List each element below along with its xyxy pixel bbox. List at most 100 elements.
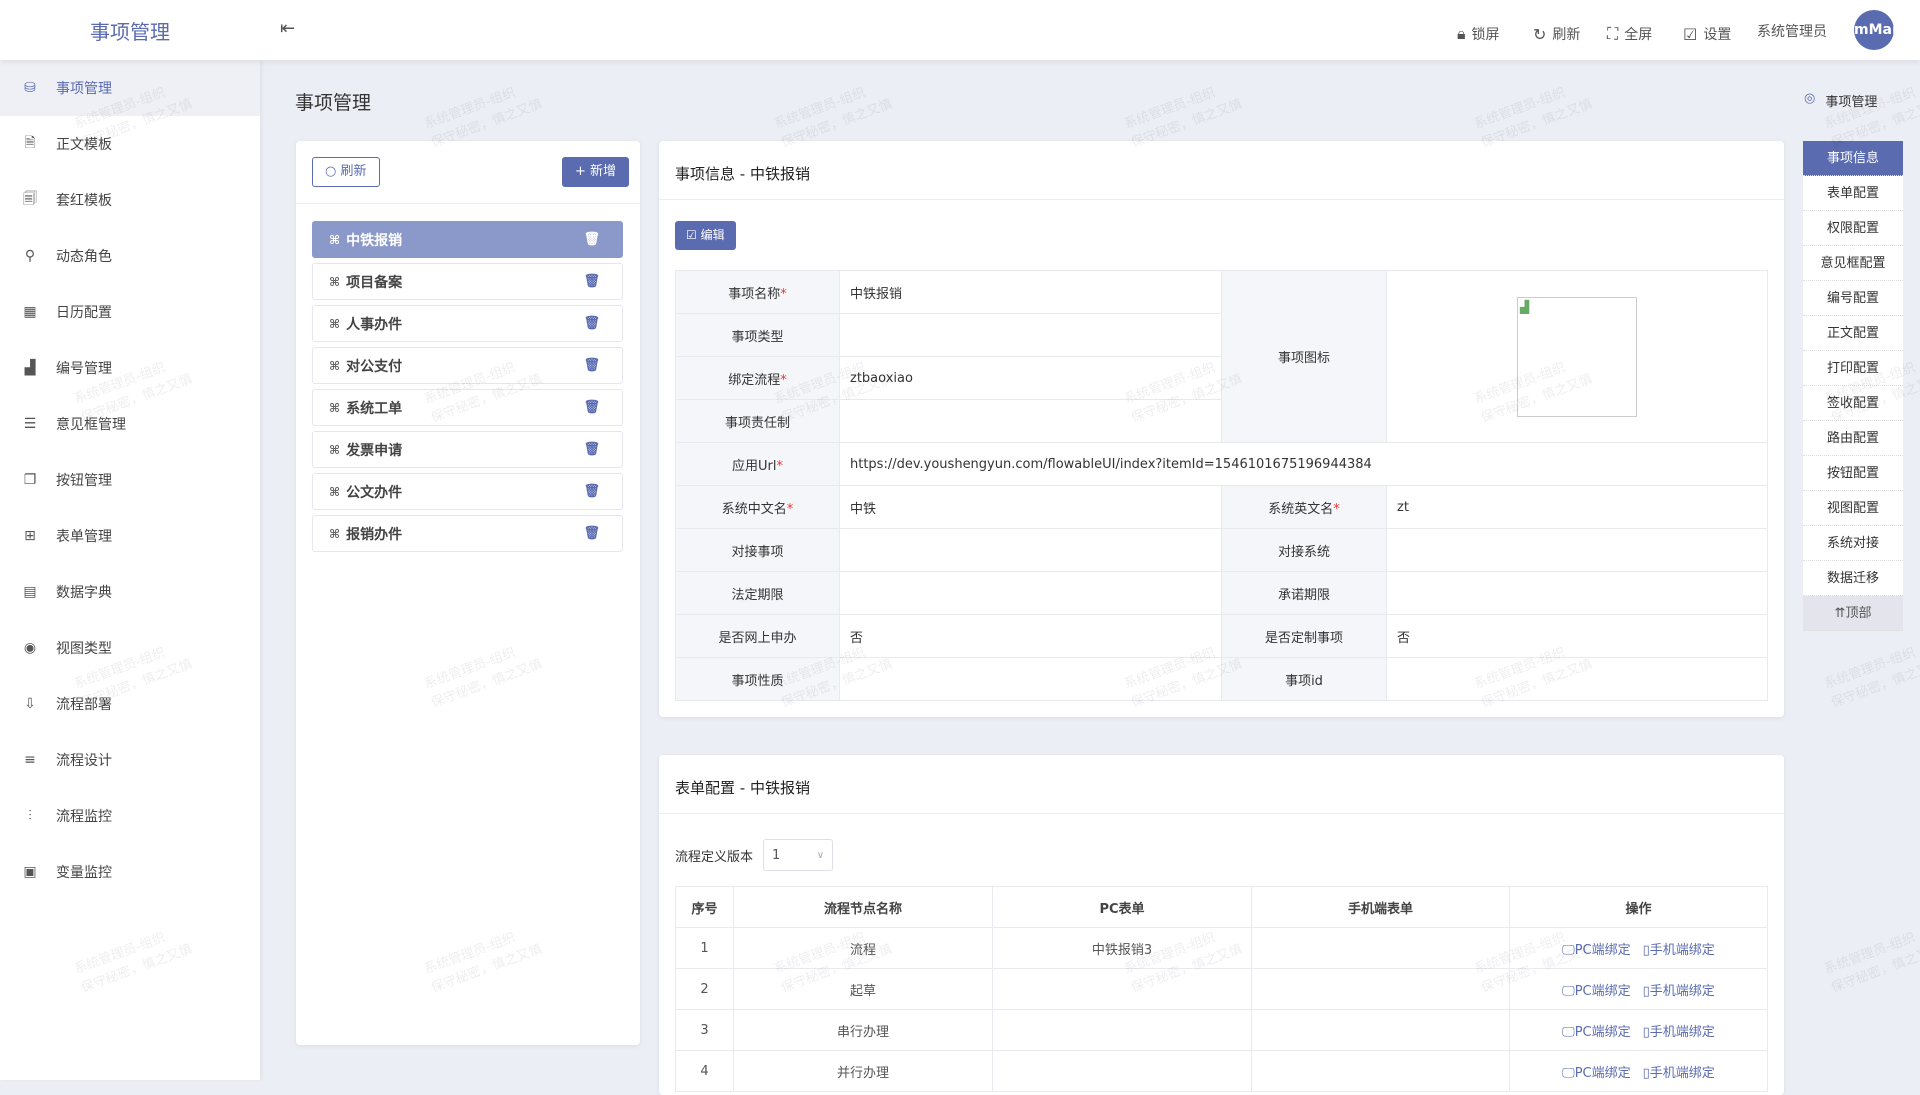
section-nav-item[interactable]: 表单配置 bbox=[1803, 176, 1903, 211]
value-en: zt bbox=[1386, 485, 1768, 529]
username[interactable]: 系统管理员 bbox=[1757, 24, 1827, 40]
value-icon: ▟ bbox=[1386, 270, 1768, 443]
column-header: 序号 bbox=[675, 886, 734, 928]
section-nav-item[interactable]: 签收配置 bbox=[1803, 386, 1903, 421]
fullscreen-icon: ⛶ bbox=[1607, 24, 1619, 43]
pc-bind-link[interactable]: 🖵︎PC端绑定 bbox=[1562, 1025, 1630, 1040]
settings-button[interactable]: ☑ 设置 bbox=[1683, 24, 1731, 44]
sidebar-item[interactable]: ❐ 按钮管理 bbox=[0, 452, 260, 508]
list-item-label: 报销办件 bbox=[346, 526, 403, 543]
refresh-icon: ○ bbox=[325, 164, 341, 179]
refresh-icon: ↻ bbox=[1533, 24, 1547, 44]
list-item[interactable]: ⌘ 对公支付 🗑︎ bbox=[312, 347, 623, 384]
fullscreen-button[interactable]: ⛶ 全屏 bbox=[1607, 24, 1652, 44]
trash-icon[interactable]: 🗑︎ bbox=[583, 400, 600, 415]
add-item-button[interactable]: + 新增 bbox=[562, 157, 630, 187]
list-item[interactable]: ⌘ 报销办件 🗑︎ bbox=[312, 515, 623, 552]
mobile-bind-link[interactable]: ▯手机端绑定 bbox=[1643, 943, 1715, 958]
list-item[interactable]: ⌘ 项目备案 🗑︎ bbox=[312, 263, 623, 300]
sidebar-item[interactable]: 🗐 套红模板 bbox=[0, 172, 260, 228]
list-item[interactable]: ⌘ 中铁报销 🗑︎ bbox=[312, 221, 623, 258]
list-item[interactable]: ⌘ 公文办件 🗑︎ bbox=[312, 473, 623, 510]
top-header: 事项管理 ⇤ 🔒︎ 锁屏 ↻ 刷新 ⛶ 全屏 ☑ 设置 系统管理员 mMar bbox=[0, 0, 1920, 60]
info-card-title: 事项信息 - 中铁报销 bbox=[675, 165, 810, 183]
section-nav-item[interactable]: 正文配置 bbox=[1803, 316, 1903, 351]
pc-bind-link[interactable]: 🖵︎PC端绑定 bbox=[1562, 943, 1630, 958]
grid-icon: ⌘ bbox=[329, 484, 341, 499]
sidebar-item[interactable]: ▤ 数据字典 bbox=[0, 564, 260, 620]
list-item[interactable]: ⌘ 人事办件 🗑︎ bbox=[312, 305, 623, 342]
sidebar-item[interactable]: ⚲ 动态角色 bbox=[0, 228, 260, 284]
trash-icon[interactable]: 🗑︎ bbox=[583, 358, 600, 373]
sidebar-item[interactable]: ⛁ 事项管理 bbox=[0, 60, 260, 116]
version-select[interactable]: 1 ∨ bbox=[763, 839, 834, 871]
section-nav-item[interactable]: 编号配置 bbox=[1803, 281, 1903, 316]
list-refresh-button[interactable]: ○ 刷新 bbox=[312, 157, 380, 187]
form-card-title: 表单配置 - 中铁报销 bbox=[675, 779, 810, 797]
trash-icon[interactable]: 🗑︎ bbox=[583, 274, 600, 289]
mobile-bind-link[interactable]: ▯手机端绑定 bbox=[1643, 1025, 1715, 1040]
back-to-top-button[interactable]: ⇈顶部 bbox=[1803, 596, 1903, 631]
section-nav-item[interactable]: 按钮配置 bbox=[1803, 456, 1903, 491]
edit-button[interactable]: ☑ 编辑 bbox=[675, 221, 736, 250]
mobile-bind-link[interactable]: ▯手机端绑定 bbox=[1643, 1066, 1715, 1081]
collapse-menu-icon[interactable]: ⇤ bbox=[280, 18, 296, 39]
grid-icon: ⌘ bbox=[329, 316, 341, 331]
section-nav-item[interactable]: 权限配置 bbox=[1803, 211, 1903, 246]
trash-icon[interactable]: 🗑︎ bbox=[583, 442, 600, 457]
value-url: https://dev.youshengyun.com/flowableUI/i… bbox=[839, 442, 1768, 486]
sidebar-item[interactable]: ☰ 意见框管理 bbox=[0, 396, 260, 452]
deploy-icon: ⇩ bbox=[24, 696, 36, 712]
grid-icon: ⌘ bbox=[329, 232, 341, 247]
label-icon: 事项图标 bbox=[1221, 270, 1387, 443]
section-nav-item[interactable]: 路由配置 bbox=[1803, 421, 1903, 456]
sidebar-item[interactable]: 🗎 正文模板 bbox=[0, 116, 260, 172]
sidebar-item[interactable]: ⫶ 流程监控 bbox=[0, 788, 260, 844]
sidebar-item[interactable]: ▦ 日历配置 bbox=[0, 284, 260, 340]
list-item[interactable]: ⌘ 系统工单 🗑︎ bbox=[312, 389, 623, 426]
pc-bind-link[interactable]: 🖵︎PC端绑定 bbox=[1562, 1066, 1630, 1081]
bar-chart-icon: ▟ bbox=[24, 360, 36, 376]
breadcrumb: ◎ 事项管理 bbox=[1804, 91, 1877, 110]
watermark: 系统管理员-组织 保守秘密，慎之又慎 bbox=[1822, 645, 1920, 711]
section-nav-item[interactable]: 视图配置 bbox=[1803, 491, 1903, 526]
trash-icon[interactable]: 🗑︎ bbox=[583, 316, 600, 331]
sidebar-item[interactable]: ▟ 编号管理 bbox=[0, 340, 260, 396]
sidebar-item[interactable]: ⇩ 流程部署 bbox=[0, 676, 260, 732]
label-resp: 事项责任制 bbox=[675, 399, 840, 443]
section-nav-item[interactable]: 数据迁移 bbox=[1803, 561, 1903, 596]
lock-screen-button[interactable]: 🔒︎ 锁屏 bbox=[1457, 24, 1500, 44]
refresh-button[interactable]: ↻ 刷新 bbox=[1533, 24, 1580, 44]
sidebar-item-label: 变量监控 bbox=[56, 865, 112, 881]
label-id: 事项id bbox=[1221, 657, 1387, 701]
list-item[interactable]: ⌘ 发票申请 🗑︎ bbox=[312, 431, 623, 468]
section-nav-item[interactable]: 系统对接 bbox=[1803, 526, 1903, 561]
section-nav-item[interactable]: 打印配置 bbox=[1803, 351, 1903, 386]
sidebar-item[interactable]: ◉ 视图类型 bbox=[0, 620, 260, 676]
trash-icon[interactable]: 🗑︎ bbox=[583, 484, 600, 499]
trash-icon[interactable]: 🗑︎ bbox=[583, 232, 600, 247]
section-nav-item[interactable]: 意见框配置 bbox=[1803, 246, 1903, 281]
avatar[interactable]: mMar bbox=[1854, 10, 1894, 50]
sidebar-item[interactable]: ⊞ 表单管理 bbox=[0, 508, 260, 564]
monitor-icon: 🖵︎ bbox=[1562, 983, 1575, 999]
label-online: 是否网上申办 bbox=[675, 614, 840, 658]
dictionary-icon: ▤ bbox=[23, 584, 37, 600]
form-icon: ☰ bbox=[23, 416, 37, 432]
sidebar-item-label: 视图类型 bbox=[56, 641, 112, 657]
sidebar-item[interactable]: ≡ 流程设计 bbox=[0, 732, 260, 788]
version-value: 1 bbox=[772, 847, 781, 863]
sidebar-item-label: 流程监控 bbox=[56, 809, 112, 825]
pc-bind-link[interactable]: 🖵︎PC端绑定 bbox=[1562, 984, 1630, 999]
trash-icon[interactable]: 🗑︎ bbox=[583, 526, 600, 541]
mobile-bind-label: 手机端绑定 bbox=[1649, 1065, 1715, 1081]
mobile-bind-link[interactable]: ▯手机端绑定 bbox=[1643, 984, 1715, 999]
copy-icon: ❐ bbox=[23, 472, 37, 488]
sidebar-item-label: 正文模板 bbox=[56, 137, 112, 153]
eye-icon: ◉ bbox=[23, 640, 37, 656]
sidebar-item[interactable]: ▣ 变量监控 bbox=[0, 844, 260, 900]
cell-node: 并行办理 bbox=[733, 1050, 993, 1092]
section-nav-item[interactable]: 事项信息 bbox=[1803, 141, 1903, 176]
version-row: 流程定义版本 1 ∨ bbox=[675, 839, 834, 871]
breadcrumb-item[interactable]: 事项管理 bbox=[1825, 95, 1878, 110]
